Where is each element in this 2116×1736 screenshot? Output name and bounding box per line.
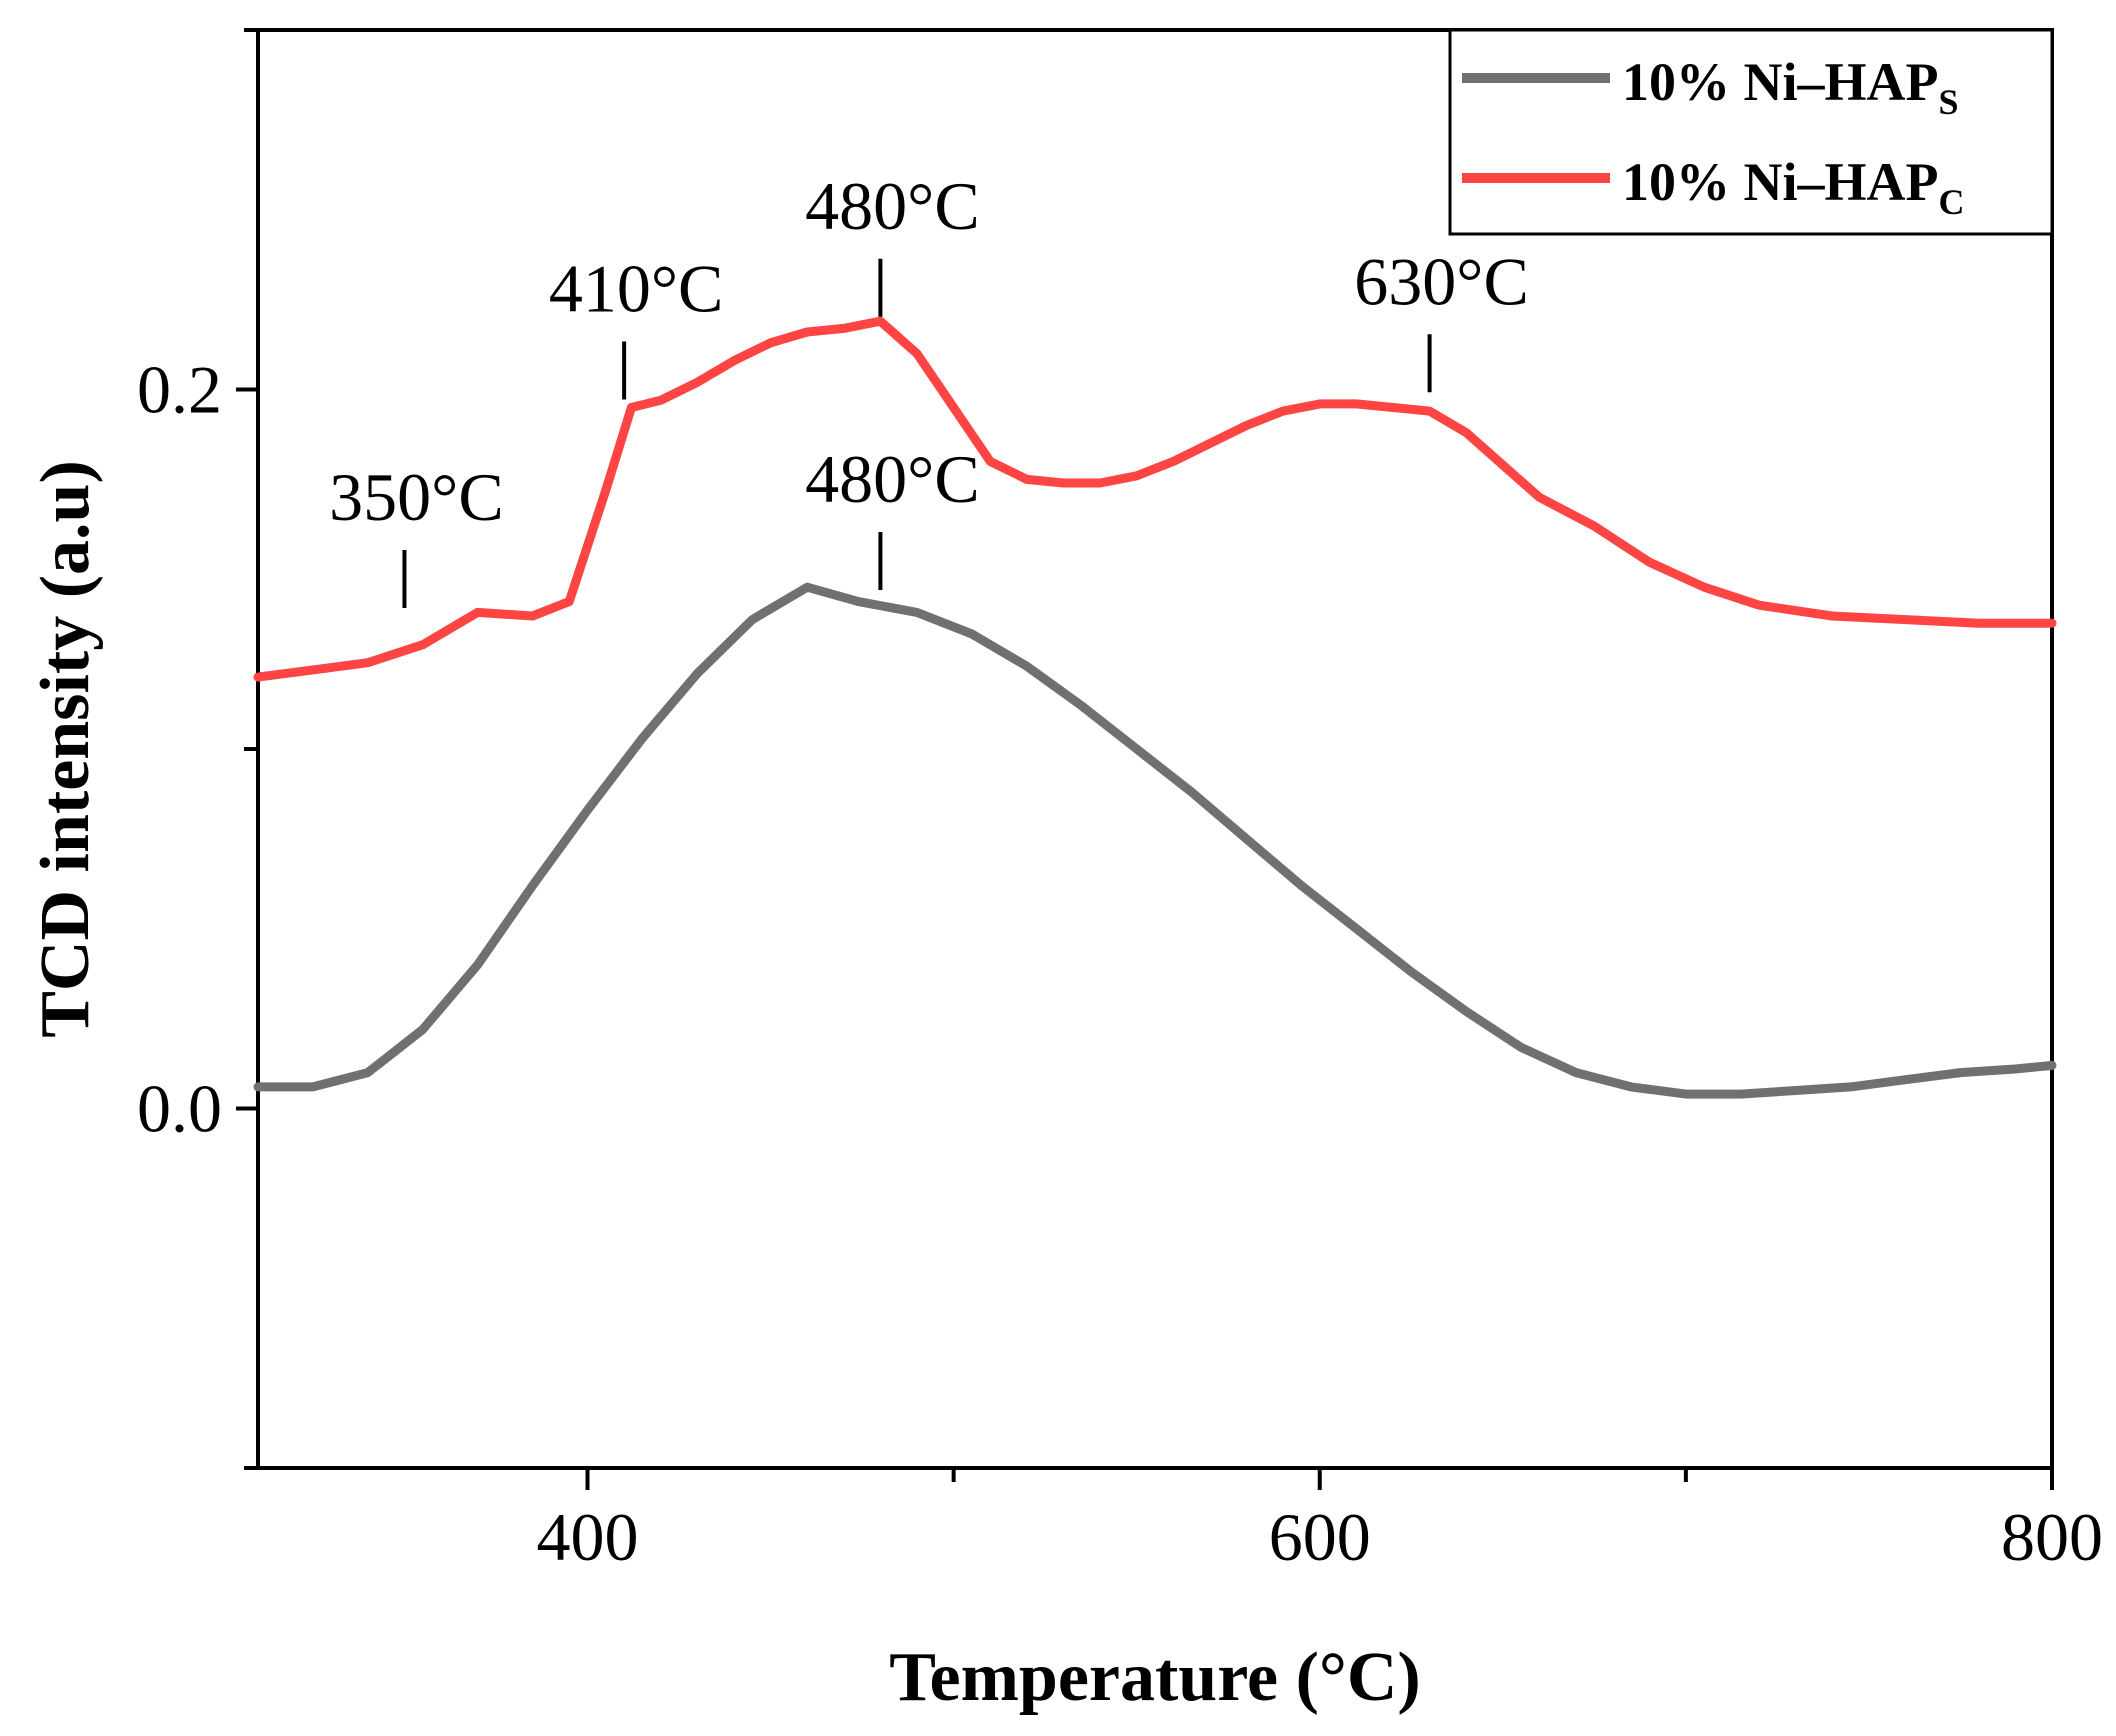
- annotation-label: 480°C: [805, 441, 980, 517]
- annotation-label: 350°C: [329, 459, 504, 535]
- x-tick-label: 600: [1269, 1499, 1371, 1575]
- x-tick-label: 400: [537, 1499, 639, 1575]
- series-lines: [253, 316, 2057, 1099]
- annotation-label: 630°C: [1354, 243, 1529, 319]
- legend-label-ni-haps: 10% Ni–HAPS: [1622, 52, 1959, 122]
- peak-annotations: 350°C 410°C 480°C 630°C 480°C: [329, 168, 1529, 608]
- legend-box: [1448, 28, 2054, 236]
- y-axis-title: TCD intensity (a.u): [27, 460, 104, 1038]
- x-axis-title: Temperature (°C): [889, 1639, 1421, 1716]
- legend-label-ni-hapc: 10% Ni–HAPC: [1622, 152, 1965, 222]
- series-line-ni-hapc: [253, 316, 2057, 682]
- annotation-label: 480°C: [805, 168, 980, 244]
- legend-label-ni-hapc-main: 10% Ni–HAP: [1622, 152, 1939, 212]
- x-axis-ticks: 400 600 800: [537, 1468, 2103, 1575]
- plot-frame: [256, 28, 2054, 1470]
- legend-label-ni-haps-subscript: S: [1939, 82, 1959, 122]
- annotation-label: 410°C: [549, 250, 724, 326]
- y-axis-ticks: 0.0 0.2: [137, 28, 258, 1470]
- legend-label-ni-hapc-subscript: C: [1939, 182, 1965, 222]
- y-tick-label: 0.0: [137, 1071, 222, 1147]
- y-tick-label: 0.2: [137, 352, 222, 428]
- x-tick-label: 800: [2001, 1499, 2103, 1575]
- legend-label-ni-haps-main: 10% Ni–HAP: [1622, 52, 1939, 112]
- legend: 10% Ni–HAPS 10% Ni–HAPC: [1448, 28, 2054, 236]
- series-line-ni-haps: [253, 582, 2057, 1099]
